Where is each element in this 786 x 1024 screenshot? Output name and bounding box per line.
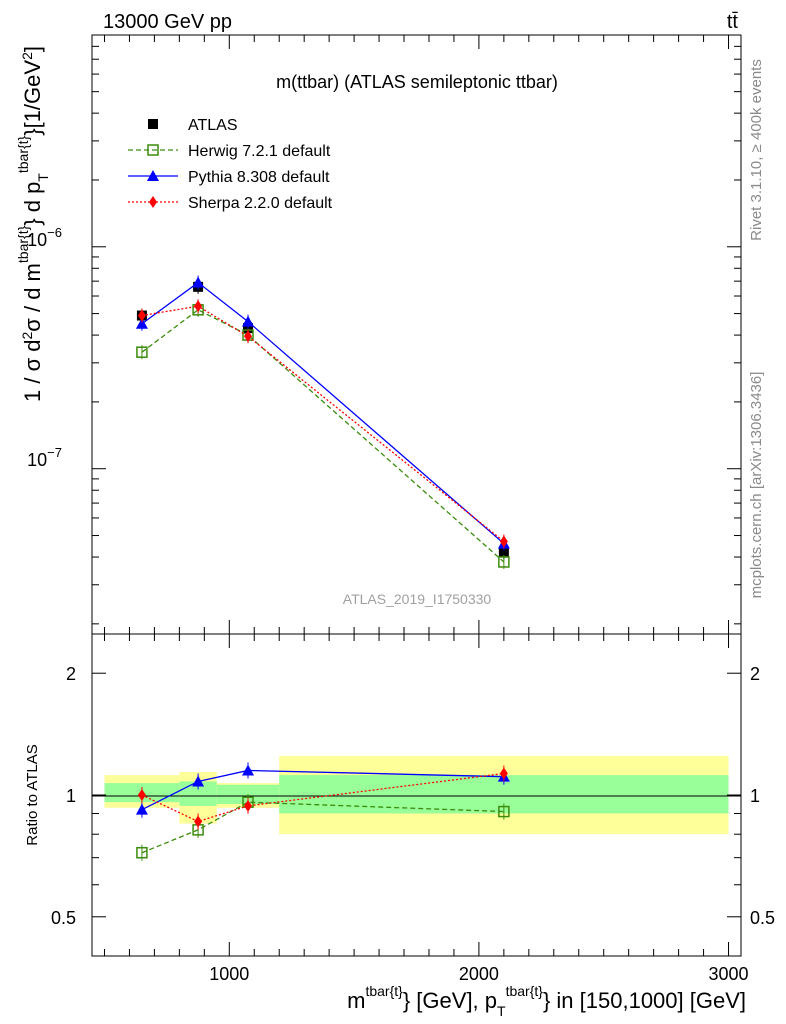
main-y-axis-label: 1 / σ d2σ / d mtbar{t}} d pTtbar{t}}[1/G… — [15, 46, 51, 402]
ratio-y-tick-label: 0.5 — [51, 908, 76, 928]
herwig-point-3 — [498, 556, 510, 568]
ratio-pythia-point-2 — [242, 764, 255, 776]
ratio-sherpa-point-2 — [244, 799, 253, 812]
y-tick-label-1e-6: 10−6 — [27, 225, 62, 250]
main-series-group — [135, 275, 510, 569]
rivet-label: Rivet 3.1.10, ≥ 400k events — [748, 59, 765, 241]
pythia-line — [141, 281, 505, 545]
legend: ATLAS Herwig 7.2.1 default Pythia 8.308 de… — [128, 117, 333, 212]
pythia-point-0 — [135, 317, 148, 329]
ratio-axis-ticks: 1000 2000 3000 0.5 0.5 1 1 2 2 — [51, 634, 775, 984]
mcplots-label: mcplots.cern.ch [arXiv:1306.3436] — [748, 372, 765, 599]
legend-pythia-label: Pythia 8.308 default — [188, 169, 330, 186]
sherpa-point-3 — [499, 535, 508, 548]
ratio-sherpa-line — [141, 772, 504, 823]
header-left: 13000 GeV pp — [103, 11, 232, 33]
ratio-sherpa-point-0 — [137, 789, 146, 801]
ratio-pythia-point-1 — [192, 775, 205, 787]
atlas-point-3 — [498, 547, 509, 558]
ratio-pythia-point-0 — [135, 803, 148, 815]
herwig-line — [141, 309, 505, 563]
ratio-panel-frame — [91, 633, 742, 957]
legend-atlas-marker — [148, 119, 158, 129]
ratio-y-tick-label-right: 0.5 — [750, 908, 775, 928]
sherpa-point-1 — [194, 300, 203, 313]
ratio-y-axis-label: Ratio to ATLAS — [24, 744, 41, 845]
header-right: tt̄ — [727, 11, 739, 33]
ratio-y-tick-label: 1 — [66, 786, 76, 806]
x-tick-label-3000: 3000 — [708, 964, 748, 984]
pythia-point-2 — [242, 315, 255, 327]
legend-herwig-label: Herwig 7.2.1 default — [188, 143, 331, 160]
main-title: m(ttbar) (ATLAS semileptonic ttbar) — [276, 72, 558, 92]
x-tick-label-2000: 2000 — [459, 964, 499, 984]
sherpa-point-2 — [244, 330, 253, 343]
legend-sherpa-label: Sherpa 2.2.0 default — [188, 195, 333, 212]
ratio-herwig-point-0 — [136, 846, 148, 859]
sherpa-line — [141, 305, 505, 542]
legend-sherpa-marker — [149, 196, 157, 208]
ratio-pythia-line — [141, 769, 504, 811]
ratio-y-tick-label-right: 1 — [750, 786, 760, 806]
ratio-herwig-point-3 — [498, 805, 510, 818]
pythia-point-1 — [192, 276, 205, 288]
analysis-watermark: ATLAS_2019_I1750330 — [343, 591, 492, 607]
legend-herwig-marker — [147, 144, 159, 156]
herwig-point-0 — [136, 346, 148, 358]
sherpa-point-0 — [137, 309, 146, 322]
x-axis-label: mtbar{t}} [GeV], pTtbar{t}} in [150,1000… — [347, 983, 746, 1019]
ratio-herwig-line — [141, 801, 504, 854]
legend-atlas-label: ATLAS — [188, 117, 238, 134]
legend-pythia-marker — [147, 170, 159, 181]
ratio-y-tick-label-right: 2 — [750, 664, 760, 684]
ratio-sherpa-point-1 — [194, 815, 203, 828]
ratio-sherpa-point-3 — [499, 767, 508, 780]
ratio-y-tick-label: 2 — [66, 664, 76, 684]
x-tick-label-1000: 1000 — [209, 964, 249, 984]
y-tick-label-1e-7: 10−7 — [27, 445, 62, 470]
ratio-series-group — [135, 762, 510, 861]
main-axis-ticks — [92, 34, 741, 634]
